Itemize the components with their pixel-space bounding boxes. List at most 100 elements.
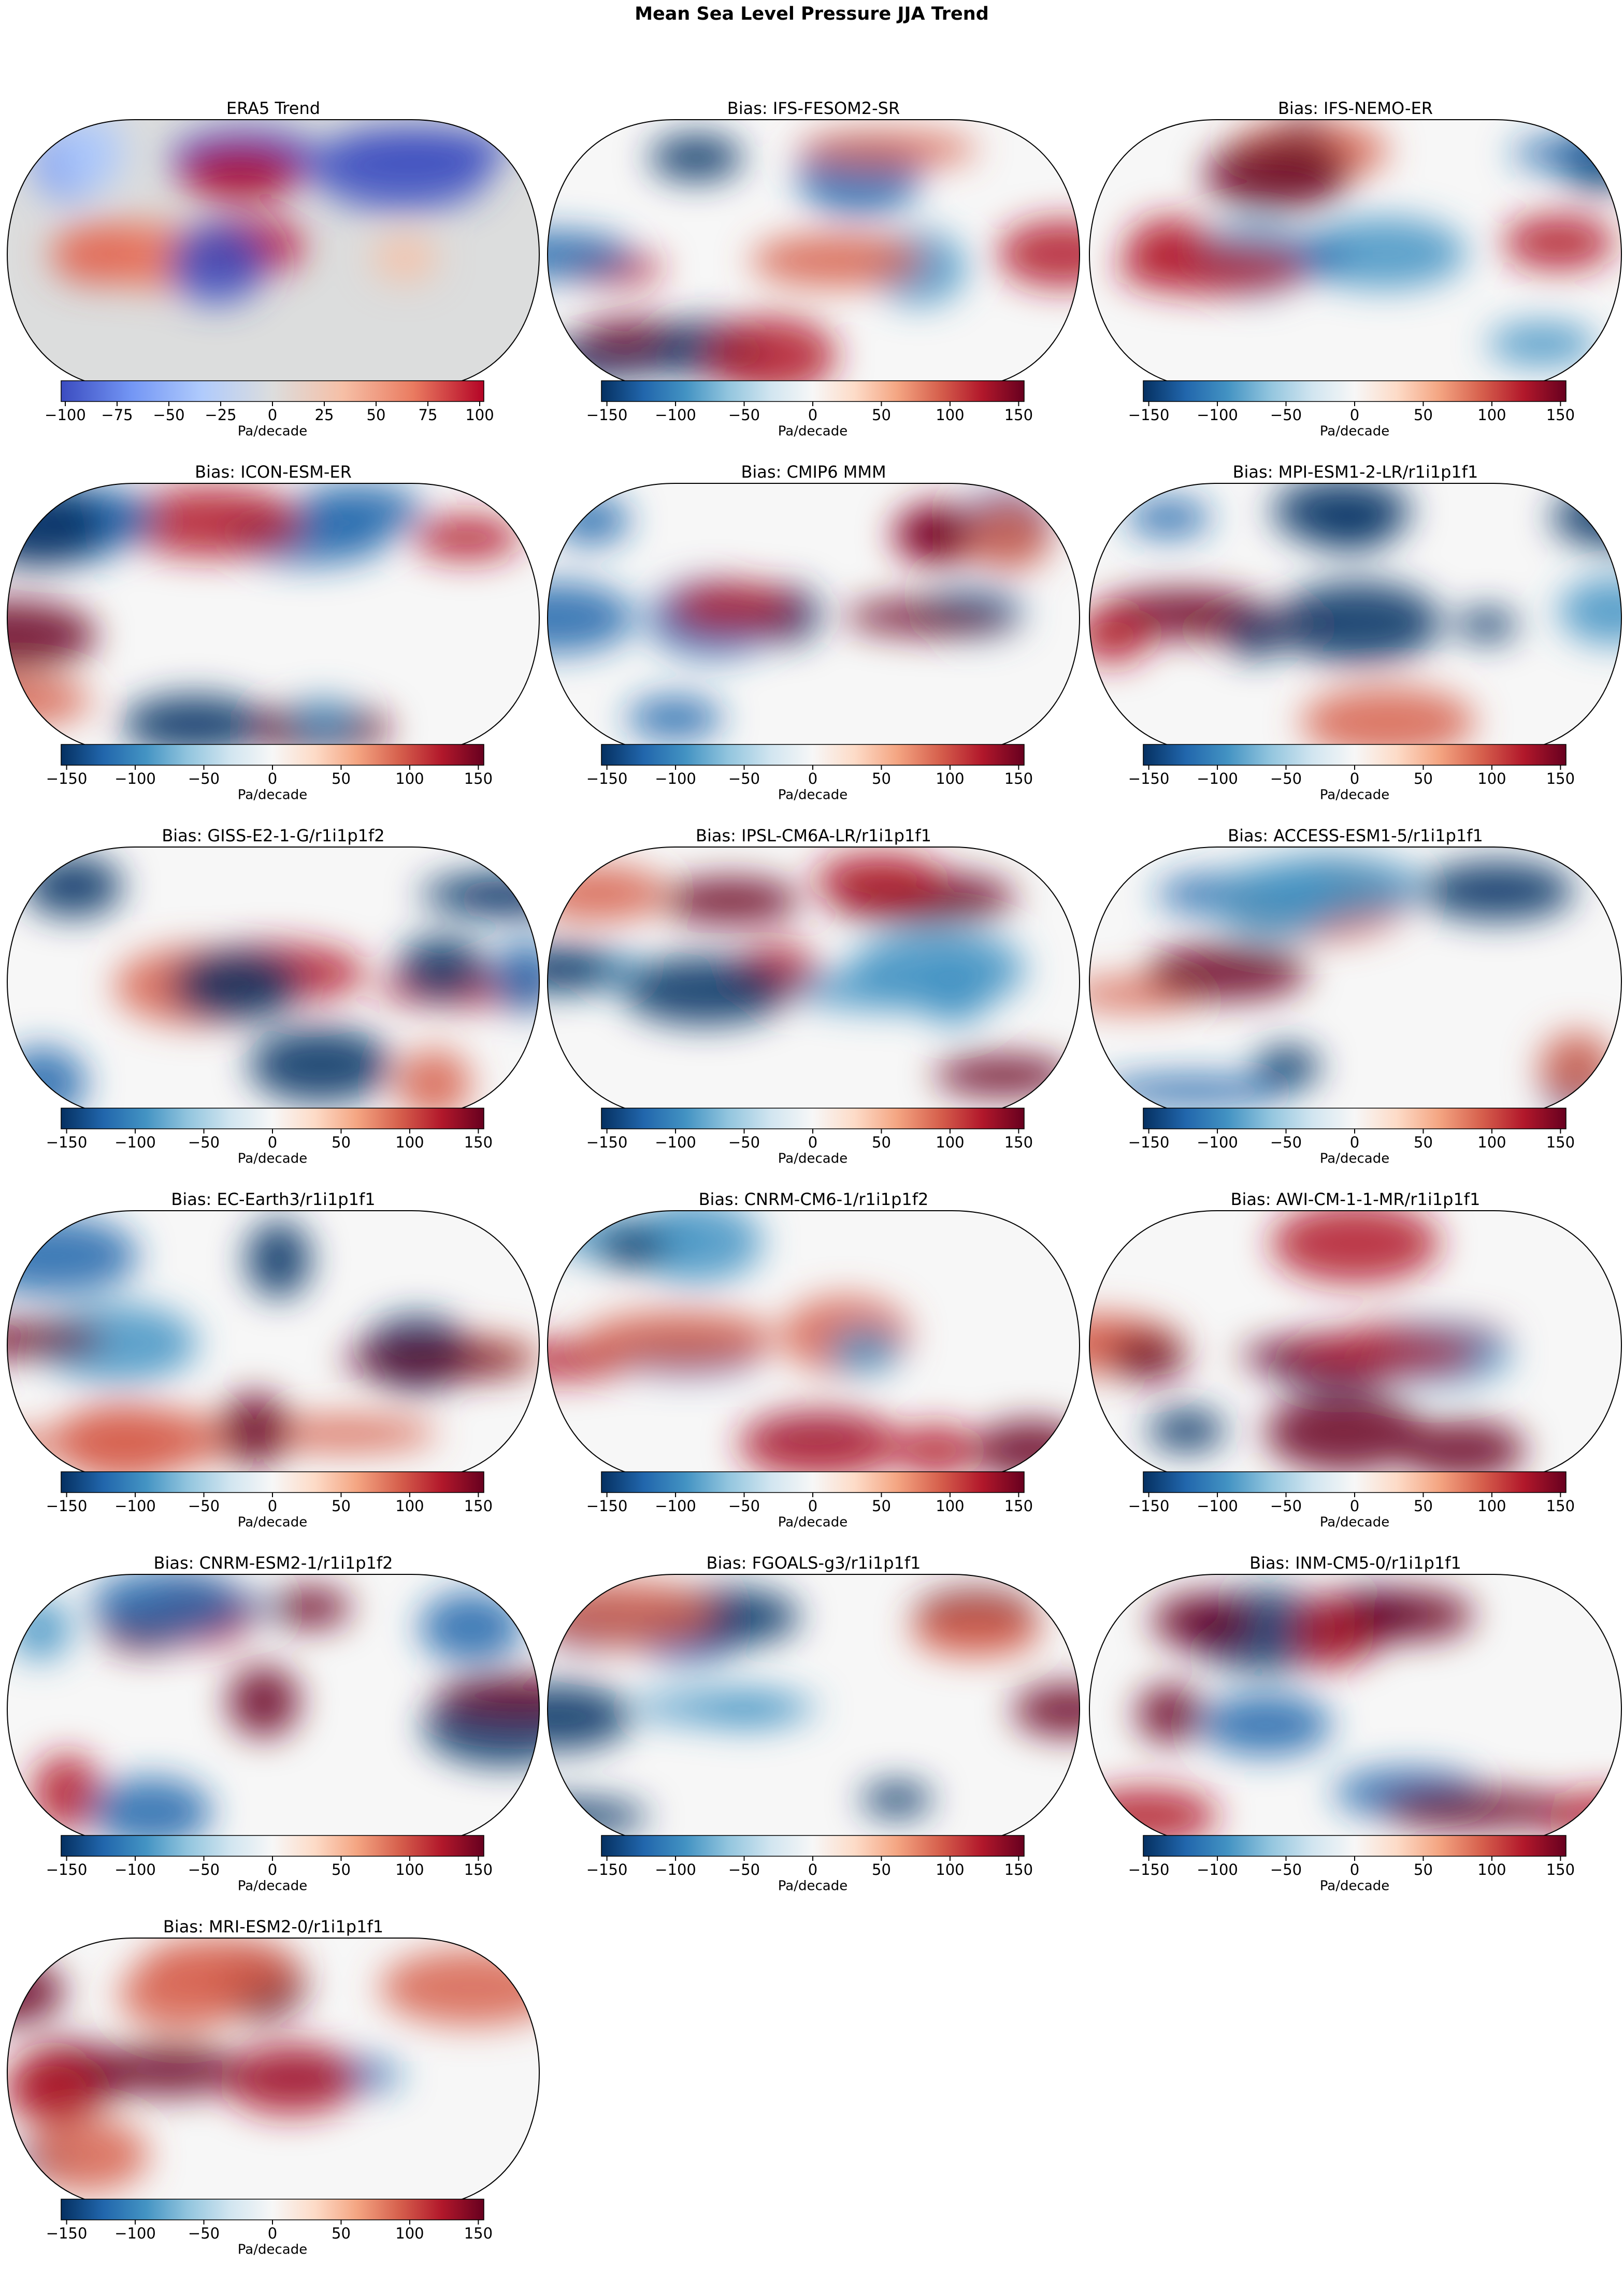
field-blob (552, 496, 630, 545)
colorbar-tick-label: 0 (268, 770, 277, 787)
colorbar-tick-label: 50 (1414, 406, 1433, 424)
colorbar-tick-label: −100 (655, 1497, 696, 1515)
field-blob (313, 130, 492, 211)
field-blob (179, 146, 302, 200)
field-blob (1109, 1333, 1187, 1381)
colorbar-label: Pa/decade (238, 1151, 307, 1167)
field-blob (140, 1938, 297, 1998)
field-blob (1200, 1694, 1332, 1756)
colorbar-tick-label: 100 (1477, 770, 1506, 787)
colorbar-tick-label: 0 (808, 770, 817, 787)
panel-title: Bias: AWI-CM-1-1-MR/r1i1p1f1 (1231, 1189, 1481, 1209)
field-blob (997, 220, 1080, 288)
field-blob (548, 582, 635, 654)
field-blob (219, 1393, 291, 1467)
panel: Bias: AWI-CM-1-1-MR/r1i1p1f1 −150 −100 −50 0… (1088, 1189, 1622, 1530)
colorbar-tick-label: 100 (395, 770, 424, 787)
colorbar-label: Pa/decade (1320, 424, 1389, 439)
colorbar-tick-label: 50 (872, 406, 891, 424)
field-blob (1152, 1594, 1252, 1648)
colorbar-tick-label: −50 (188, 1497, 220, 1515)
colorbar-tick-label: −150 (586, 406, 628, 424)
colorbar-tick-label: −50 (728, 406, 760, 424)
field-blob (1287, 1334, 1481, 1375)
colorbar-tick-label: −150 (1128, 770, 1170, 787)
colorbar (1143, 1471, 1566, 1493)
colorbar-label: Pa/decade (238, 2242, 307, 2258)
colorbar (61, 744, 484, 766)
colorbar-tick-label: −75 (101, 406, 133, 424)
field-blob (7, 486, 104, 567)
colorbar-tick-label: 50 (367, 406, 386, 424)
field-blob (596, 1227, 667, 1268)
colorbar-tick-label: −50 (188, 1861, 220, 1878)
field-blob (55, 1404, 192, 1480)
colorbar-tick-label: 100 (395, 2225, 424, 2242)
colorbar-tick-label: 150 (1546, 1497, 1575, 1515)
field-blob (89, 1777, 212, 1844)
colorbar-tick-label: −100 (655, 1134, 696, 1151)
colorbar-tick-label: 0 (1350, 1497, 1359, 1515)
colorbar-label: Pa/decade (778, 424, 847, 439)
field-blob (23, 2118, 148, 2192)
field-blob (397, 937, 487, 1000)
panel-title: Bias: IPSL-CM6A-LR/r1i1p1f1 (696, 826, 931, 845)
field-blob (372, 234, 438, 282)
colorbar-tick-label: 50 (1414, 1861, 1433, 1878)
colorbar-label: Pa/decade (1320, 1151, 1389, 1167)
colorbar (601, 744, 1025, 766)
map (548, 483, 1080, 753)
colorbar-label: Pa/decade (1320, 787, 1389, 803)
colorbar-tick-label: 100 (936, 1861, 964, 1878)
field-blob (1503, 214, 1615, 270)
panel: Bias: IFS-NEMO-ER −150 −100 −50 0 50 100 150 Pa/… (1088, 98, 1622, 439)
colorbar-tick-label: 100 (395, 1134, 424, 1151)
colorbar-tick-label: 100 (1477, 1497, 1506, 1515)
panel: Bias: GISS-E2-1-G/r1i1p1f2 −150 −100 −50 0 50… (6, 826, 540, 1167)
panel: ERA5 Trend −100 −75 −50 −25 0 25 50 75 100 Pa/deca… (6, 98, 540, 439)
map (1089, 1211, 1621, 1480)
colorbar-tick-label: −150 (586, 1861, 628, 1878)
field-blob (224, 2044, 357, 2115)
colorbar (1143, 744, 1566, 766)
field-blob (1399, 1421, 1526, 1479)
panel-title: Bias: ACCESS-ESM1-5/r1i1p1f1 (1228, 826, 1483, 845)
colorbar (601, 1108, 1025, 1129)
field-blob (738, 1411, 904, 1479)
colorbar-tick-label: −100 (655, 406, 696, 424)
field-blob (420, 873, 539, 916)
map (1089, 847, 1621, 1116)
field-blob (170, 950, 302, 1021)
colorbar-tick-label: 0 (268, 406, 277, 424)
colorbar-tick-label: −50 (153, 406, 184, 424)
field-blob (1455, 609, 1518, 641)
field-blob (1204, 139, 1350, 211)
field-blob (7, 600, 97, 671)
colorbar-tick-label: 0 (808, 406, 817, 424)
colorbar-tick-label: 150 (464, 1134, 493, 1151)
colorbar-tick-label: −100 (114, 1134, 156, 1151)
colorbar-tick-label: 50 (872, 1497, 891, 1515)
field-blob (548, 945, 619, 993)
colorbar-label: Pa/decade (238, 424, 307, 439)
figure-title: Mean Sea Level Pressure JJA Trend (635, 4, 989, 24)
map-field (548, 487, 1055, 740)
colorbar-tick-label: −50 (1270, 1134, 1302, 1151)
panel-title: Bias: MRI-ESM2-0/r1i1p1f1 (163, 1917, 383, 1936)
colorbar-tick-label: −150 (46, 1134, 88, 1151)
field-blob (492, 940, 539, 1013)
field-blob (1306, 514, 1392, 549)
panel: Bias: ACCESS-ESM1-5/r1i1p1f1 −150 −100 −50 0… (1088, 826, 1622, 1167)
panel: Bias: CMIP6 MMM −150 −100 −50 0 50 100 150 Pa/de… (547, 462, 1081, 803)
colorbar-tick-label: −150 (586, 1134, 628, 1151)
map (548, 847, 1080, 1116)
panel-title: Bias: ICON-ESM-ER (195, 462, 352, 482)
field-blob (94, 2044, 242, 2096)
colorbar-tick-label: −150 (1128, 1497, 1170, 1515)
field-blob (1539, 1031, 1615, 1108)
field-blob (7, 2053, 98, 2125)
colorbar-label: Pa/decade (1320, 1878, 1389, 1894)
map (7, 1938, 539, 2207)
colorbar-label: Pa/decade (778, 1515, 847, 1530)
colorbar-tick-label: 150 (1004, 1134, 1033, 1151)
